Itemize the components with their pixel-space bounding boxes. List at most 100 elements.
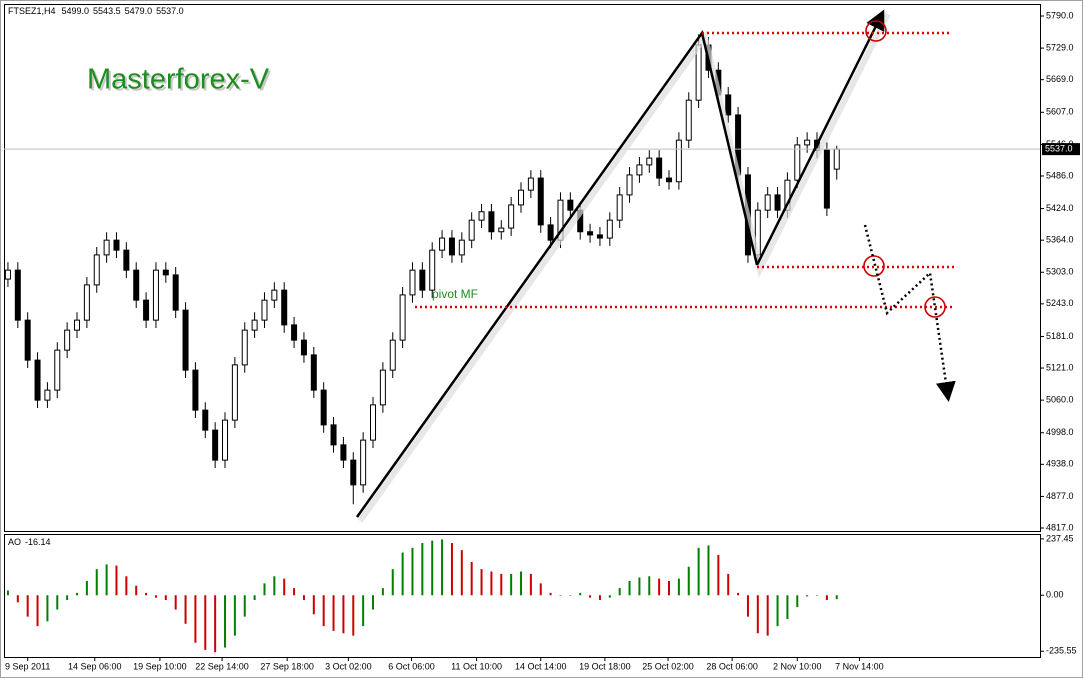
candle-body	[291, 324, 298, 341]
candle-body	[330, 424, 337, 446]
candle-body	[498, 227, 505, 233]
candle-body	[596, 234, 603, 239]
ao-bar	[302, 595, 305, 601]
candle-body	[419, 269, 426, 291]
ao-bar	[707, 545, 710, 596]
ao-bar	[490, 571, 493, 596]
candle-body	[774, 194, 781, 211]
ao-bar	[500, 573, 503, 596]
ao-bar	[835, 595, 838, 600]
candle-body	[833, 148, 840, 170]
y-tick-label: 4877.0	[1046, 491, 1074, 501]
ao-bar	[56, 595, 59, 610]
ao-bar	[342, 595, 345, 634]
x-tick-label: 7 Nov 14:00	[835, 661, 884, 671]
ao-bar	[727, 573, 730, 596]
candle-body	[488, 211, 495, 233]
header-close: 5537.0	[156, 6, 184, 16]
header-low: 5479.0	[125, 6, 153, 16]
ao-bar	[6, 590, 9, 596]
candle-body	[379, 369, 386, 406]
symbol: FTSEZ1,H4	[8, 6, 56, 16]
ao-bar	[372, 595, 375, 610]
x-tick-label: 9 Sep 2011	[5, 661, 50, 671]
candle-body	[518, 189, 525, 206]
header: FTSEZ1,H4 5499.0 5543.5 5479.0 5537.0	[8, 6, 184, 16]
candle-body	[103, 239, 110, 256]
x-tick-label: 3 Oct 02:00	[325, 661, 372, 671]
candle-body	[646, 157, 653, 166]
candle-body	[93, 254, 100, 286]
ao-bar	[233, 595, 236, 636]
ao-bar	[352, 595, 355, 636]
ao-bar	[263, 583, 266, 596]
y-tick-label: 5607.0	[1046, 107, 1074, 117]
ao-bar	[224, 595, 227, 648]
candle-body	[143, 299, 150, 321]
ao-bar	[697, 547, 700, 596]
y-tick-label: 5486.0	[1046, 170, 1074, 180]
ao-bar	[283, 578, 286, 596]
ao-bar	[312, 595, 315, 615]
ao-bar	[273, 576, 276, 596]
y-tick-label: 5729.0	[1046, 42, 1074, 52]
candle-body	[300, 339, 307, 356]
ao-bar	[746, 595, 749, 617]
ao-bar	[145, 592, 148, 596]
ao-bar	[125, 576, 128, 596]
y-tick-label: 4998.0	[1046, 427, 1074, 437]
ao-bar	[776, 595, 779, 627]
ao-bar	[421, 543, 424, 596]
candle-body	[261, 299, 268, 321]
candle-body	[34, 359, 41, 401]
candle-body	[656, 157, 663, 179]
ao-bar	[806, 595, 809, 597]
candle-body	[567, 199, 574, 211]
candle-body	[74, 319, 81, 331]
ao-bar	[293, 588, 296, 596]
ao-bar	[825, 595, 828, 601]
data-layer: 5790.05729.05669.05607.05546.05486.05424…	[4, 10, 1077, 671]
ao-bar	[549, 592, 552, 596]
candle-body	[399, 294, 406, 341]
ao-bar	[46, 595, 49, 622]
ao-bar	[520, 571, 523, 596]
ao-bar	[569, 595, 572, 596]
ao-bar	[658, 578, 661, 596]
candle-body	[320, 389, 327, 426]
candle-body	[725, 94, 732, 116]
ao-bar	[26, 595, 29, 617]
ao-bar	[648, 576, 651, 596]
x-tick-label: 25 Oct 02:00	[642, 661, 694, 671]
ao-bar	[105, 564, 108, 596]
ao-bar	[756, 595, 759, 634]
candle-body	[24, 319, 31, 361]
y-tick-label: 5424.0	[1046, 203, 1074, 213]
ao-bar	[115, 565, 118, 596]
candle-body	[794, 144, 801, 181]
ao-bar	[717, 554, 720, 596]
price-panel	[4, 4, 1041, 532]
y-tick-label: 5243.0	[1046, 298, 1074, 308]
ao-bar	[66, 595, 69, 601]
ao-bar	[441, 539, 444, 596]
candle-body	[606, 219, 613, 239]
ao-bar	[381, 588, 384, 596]
ao-panel	[4, 534, 1041, 658]
x-tick-label: 28 Oct 06:00	[706, 661, 758, 671]
ao-bar	[816, 595, 819, 596]
ao-bar	[628, 581, 631, 596]
ao-bar	[638, 577, 641, 596]
ao-bar	[460, 550, 463, 596]
ao-bar	[687, 566, 690, 596]
y-tick-label: 5181.0	[1046, 331, 1074, 341]
candle-body	[636, 164, 643, 176]
candle-body	[389, 339, 396, 371]
candle-body	[113, 239, 120, 251]
candle-body	[83, 284, 90, 321]
candle-body	[666, 177, 673, 183]
ao-bar	[510, 573, 513, 596]
